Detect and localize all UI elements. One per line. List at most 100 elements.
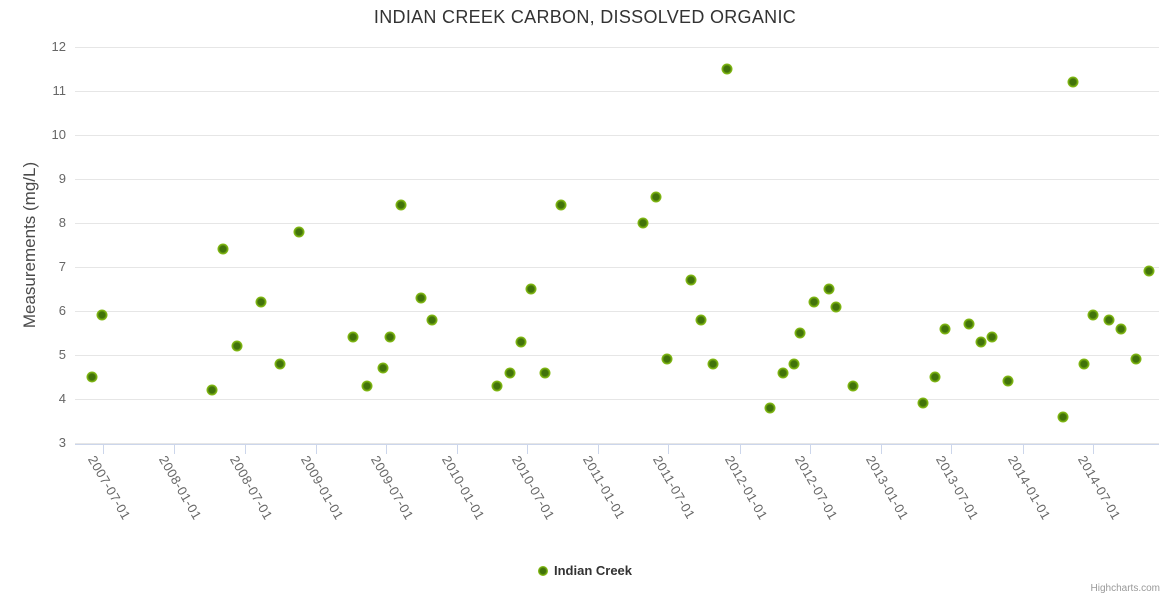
data-point[interactable] [1115, 323, 1127, 335]
y-axis-tick-label: 12 [51, 39, 66, 54]
data-point[interactable] [415, 292, 427, 304]
x-axis-tick-mark [174, 444, 176, 454]
chart-title: INDIAN CREEK CARBON, DISSOLVED ORGANIC [373, 7, 797, 27]
x-axis-tick-label: 2008-01-01 [156, 453, 205, 523]
y-axis-tick-label: 11 [52, 83, 67, 98]
data-point[interactable] [1087, 309, 1099, 321]
x-axis-tick-label: 2009-01-01 [297, 453, 347, 523]
data-point[interactable] [794, 327, 806, 339]
data-point[interactable] [347, 331, 359, 343]
y-gridline [75, 267, 1159, 268]
data-point[interactable] [1143, 265, 1155, 277]
x-axis-tick-label: 2013-07-01 [933, 453, 983, 523]
x-axis-tick-mark [1022, 444, 1024, 454]
x-axis-tick-label: 2010-07-01 [509, 453, 558, 523]
data-point[interactable] [788, 358, 800, 370]
y-gridline [75, 179, 1159, 180]
data-point[interactable] [823, 283, 835, 295]
data-point[interactable] [963, 318, 975, 330]
data-point[interactable] [1002, 375, 1014, 387]
data-point[interactable] [255, 296, 267, 308]
y-axis-tick-label: 7 [58, 259, 66, 274]
x-axis-tick-mark [810, 444, 812, 454]
data-point[interactable] [1057, 411, 1069, 423]
y-gridline [75, 311, 1159, 312]
data-point[interactable] [939, 323, 951, 335]
x-axis-tick-label: 2014-07-01 [1074, 453, 1124, 523]
x-axis-tick-mark [244, 444, 246, 454]
data-point[interactable] [206, 384, 218, 396]
data-point[interactable] [86, 371, 98, 383]
data-point[interactable] [555, 199, 567, 211]
x-axis-tick-mark [102, 444, 104, 454]
data-point[interactable] [986, 331, 998, 343]
data-point[interactable] [1067, 76, 1079, 88]
data-point[interactable] [525, 283, 537, 295]
data-point[interactable] [847, 380, 859, 392]
x-axis-tick-label: 2009-07-01 [367, 453, 417, 523]
y-axis-tick-label: 8 [58, 215, 66, 230]
y-gridline [75, 223, 1159, 224]
highcharts-credit-link[interactable]: Highcharts.com [1090, 583, 1160, 594]
x-axis-tick-mark [881, 444, 883, 454]
x-axis-tick-mark [598, 444, 600, 454]
y-axis-tick-label: 4 [58, 391, 66, 406]
data-point[interactable] [721, 63, 733, 75]
legend-marker-icon [537, 565, 548, 576]
data-point[interactable] [685, 274, 697, 286]
data-point[interactable] [293, 226, 305, 238]
data-point[interactable] [1103, 314, 1115, 326]
data-point[interactable] [1130, 353, 1142, 365]
data-point[interactable] [361, 380, 373, 392]
y-gridline [75, 399, 1159, 400]
x-axis-tick-mark [385, 444, 387, 454]
y-axis-tick-label: 5 [58, 347, 66, 362]
x-axis-tick-mark [739, 444, 741, 454]
data-point[interactable] [231, 340, 243, 352]
data-point[interactable] [515, 336, 527, 348]
data-point[interactable] [917, 397, 929, 409]
x-axis-tick-label: 2011-07-01 [650, 453, 699, 522]
data-point[interactable] [395, 199, 407, 211]
x-axis-tick-mark [457, 444, 459, 454]
x-axis-tick-mark [1092, 444, 1094, 454]
y-gridline [75, 135, 1159, 136]
data-point[interactable] [217, 243, 229, 255]
data-point[interactable] [274, 358, 286, 370]
data-point[interactable] [504, 367, 516, 379]
legend-item-indian-creek[interactable]: Indian Creek [537, 563, 633, 578]
data-point[interactable] [661, 353, 673, 365]
data-point[interactable] [830, 301, 842, 313]
data-point[interactable] [929, 371, 941, 383]
x-axis-tick-mark [951, 444, 953, 454]
data-point[interactable] [637, 217, 649, 229]
data-point[interactable] [808, 296, 820, 308]
y-axis-tick-label: 3 [58, 435, 66, 450]
y-gridline [75, 443, 1159, 444]
x-axis-tick-label: 2008-07-01 [226, 453, 276, 523]
y-gridline [75, 91, 1159, 92]
data-point[interactable] [539, 367, 551, 379]
data-point[interactable] [777, 367, 789, 379]
x-axis-tick-label: 2012-07-01 [792, 453, 841, 523]
data-point[interactable] [491, 380, 503, 392]
x-axis-tick-label: 2007-07-01 [84, 453, 134, 523]
data-point[interactable] [96, 309, 108, 321]
data-point[interactable] [764, 402, 776, 414]
data-point[interactable] [707, 358, 719, 370]
legend-label: Indian Creek [553, 563, 633, 578]
data-point[interactable] [1078, 358, 1090, 370]
data-point[interactable] [377, 362, 389, 374]
data-point[interactable] [426, 314, 438, 326]
x-axis-tick-label: 2011-01-01 [580, 453, 629, 522]
y-axis-tick-label: 10 [51, 127, 66, 142]
y-gridline [75, 47, 1159, 48]
data-point[interactable] [975, 336, 987, 348]
x-axis-line [75, 444, 1159, 445]
data-point[interactable] [384, 331, 396, 343]
data-point[interactable] [695, 314, 707, 326]
x-axis-tick-label: 2012-01-01 [721, 453, 771, 523]
data-point[interactable] [650, 191, 662, 203]
x-axis-tick-mark [668, 444, 670, 454]
